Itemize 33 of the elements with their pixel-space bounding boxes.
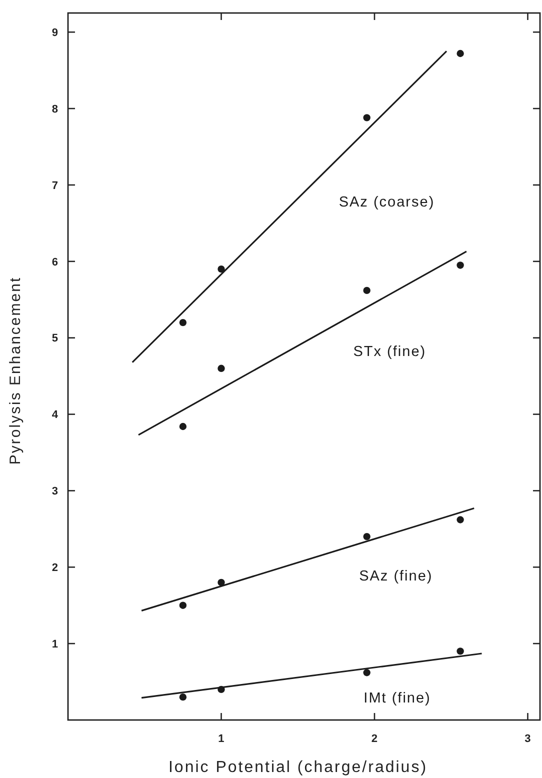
y-tick-label: 3 [52,486,58,498]
y-tick-label: 2 [52,562,58,574]
series-label: IMt (fine) [364,690,431,706]
y-tick-label: 8 [52,103,58,116]
point [456,50,464,58]
y-tick-label: 4 [52,409,59,422]
point [179,693,187,701]
point [456,648,464,655]
series-label: SAz (coarse) [338,194,435,211]
point [363,114,370,122]
series-label: STx (fine) [353,344,426,360]
y-tick-label: 5 [52,332,58,345]
point [363,532,370,540]
x-axis-title: Ionic Potential (charge/radius) [168,759,428,776]
x-tick-label: 1 [218,733,224,745]
point [179,422,187,430]
point [456,516,464,524]
x-tick-label: 3 [524,733,531,745]
point [363,669,370,676]
y-tick-label: 1 [52,638,58,650]
point [456,262,464,269]
point [218,265,225,273]
point [363,286,370,294]
point [179,318,187,326]
y-axis-title: Pyrolysis Enhancement [7,276,24,465]
x-tick-label: 2 [371,733,378,745]
point [218,364,225,372]
y-tick-label: 9 [52,26,58,39]
point [179,602,187,609]
point [218,578,225,586]
y-tick-label: 7 [52,180,58,192]
y-tick-label: 6 [52,256,58,268]
series-label: SAz (fine) [359,568,433,584]
